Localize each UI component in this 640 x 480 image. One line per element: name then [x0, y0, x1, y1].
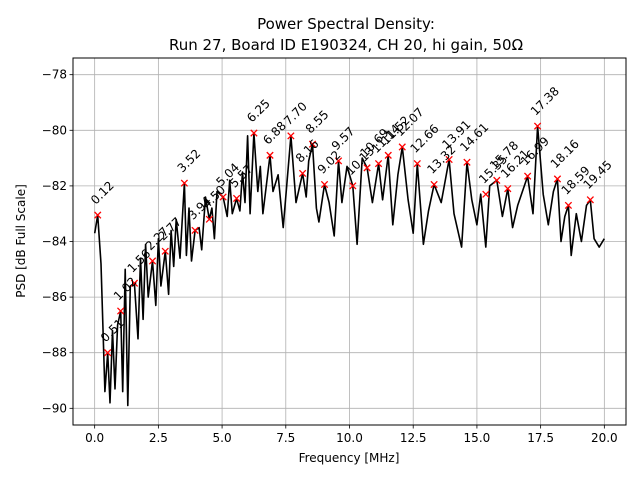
peak-marker [94, 211, 102, 219]
peak-marker [130, 279, 139, 287]
peak-marker [430, 180, 438, 189]
x-tick-label: 0.0 [85, 431, 104, 445]
peak-marker [564, 201, 573, 210]
peak-marker [103, 349, 112, 357]
y-tick-label: −90 [42, 401, 67, 415]
peak-marker [266, 151, 274, 159]
grid [73, 58, 626, 425]
peak-marker [287, 132, 295, 140]
peak-marker [219, 193, 227, 201]
peak-marker [374, 159, 383, 168]
x-tick-label: 10.0 [336, 431, 363, 445]
peak-marker [363, 164, 371, 172]
peak-marker [191, 226, 199, 235]
y-axis-ticks: −90 −88 −86 −84 −82 −80 −78 [42, 68, 73, 415]
x-tick-label: 2.5 [149, 431, 168, 445]
peak-marker [384, 151, 392, 159]
x-tick-label: 12.5 [400, 431, 427, 445]
x-tick-label: 7.5 [276, 431, 295, 445]
peak-markers [94, 122, 594, 357]
series-layer [93, 125, 605, 407]
peak-marker [116, 307, 125, 315]
peak-marker [586, 196, 594, 204]
peak-marker [205, 215, 213, 223]
y-tick-label: −80 [42, 123, 67, 137]
peak-marker [463, 158, 471, 166]
peak-marker [250, 129, 258, 137]
peak-marker [493, 176, 501, 184]
peak-marker [504, 185, 512, 193]
chart-title-line1: Power Spectral Density: [257, 15, 435, 33]
y-tick-label: −78 [42, 68, 67, 82]
x-tick-label: 5.0 [213, 431, 232, 445]
peak-marker [334, 157, 343, 165]
x-tick-label: 15.0 [464, 431, 491, 445]
x-axis-label: Frequency [MHz] [299, 451, 400, 465]
peak-marker [553, 175, 562, 183]
peak-marker [298, 169, 307, 178]
peak-marker [398, 143, 406, 151]
y-tick-label: −88 [42, 346, 67, 360]
peak-marker [445, 155, 453, 164]
peak-marker [232, 194, 241, 203]
y-tick-label: −84 [42, 235, 67, 249]
psd-series-line [93, 125, 605, 407]
peak-marker [320, 180, 329, 189]
peak-marker [533, 122, 542, 130]
peak-marker [523, 172, 532, 180]
peak-marker [180, 179, 189, 187]
peak-marker [148, 257, 157, 265]
y-axis-label: PSD [dB Full Scale] [14, 184, 28, 298]
peak-marker [349, 182, 357, 190]
peak-marker [308, 140, 317, 148]
peak-marker [413, 159, 421, 168]
chart-title-line2: Run 27, Board ID E190324, CH 20, hi gain… [169, 36, 523, 54]
peak-marker [482, 190, 490, 198]
y-tick-label: −86 [42, 290, 67, 304]
x-tick-label: 20.0 [591, 431, 618, 445]
peak-marker [161, 247, 169, 255]
x-axis-ticks: 0.0 2.5 5.0 7.5 10.0 12.5 15.0 17.5 20.0 [85, 425, 618, 445]
x-tick-label: 17.5 [527, 431, 554, 445]
y-tick-label: −82 [42, 179, 67, 193]
